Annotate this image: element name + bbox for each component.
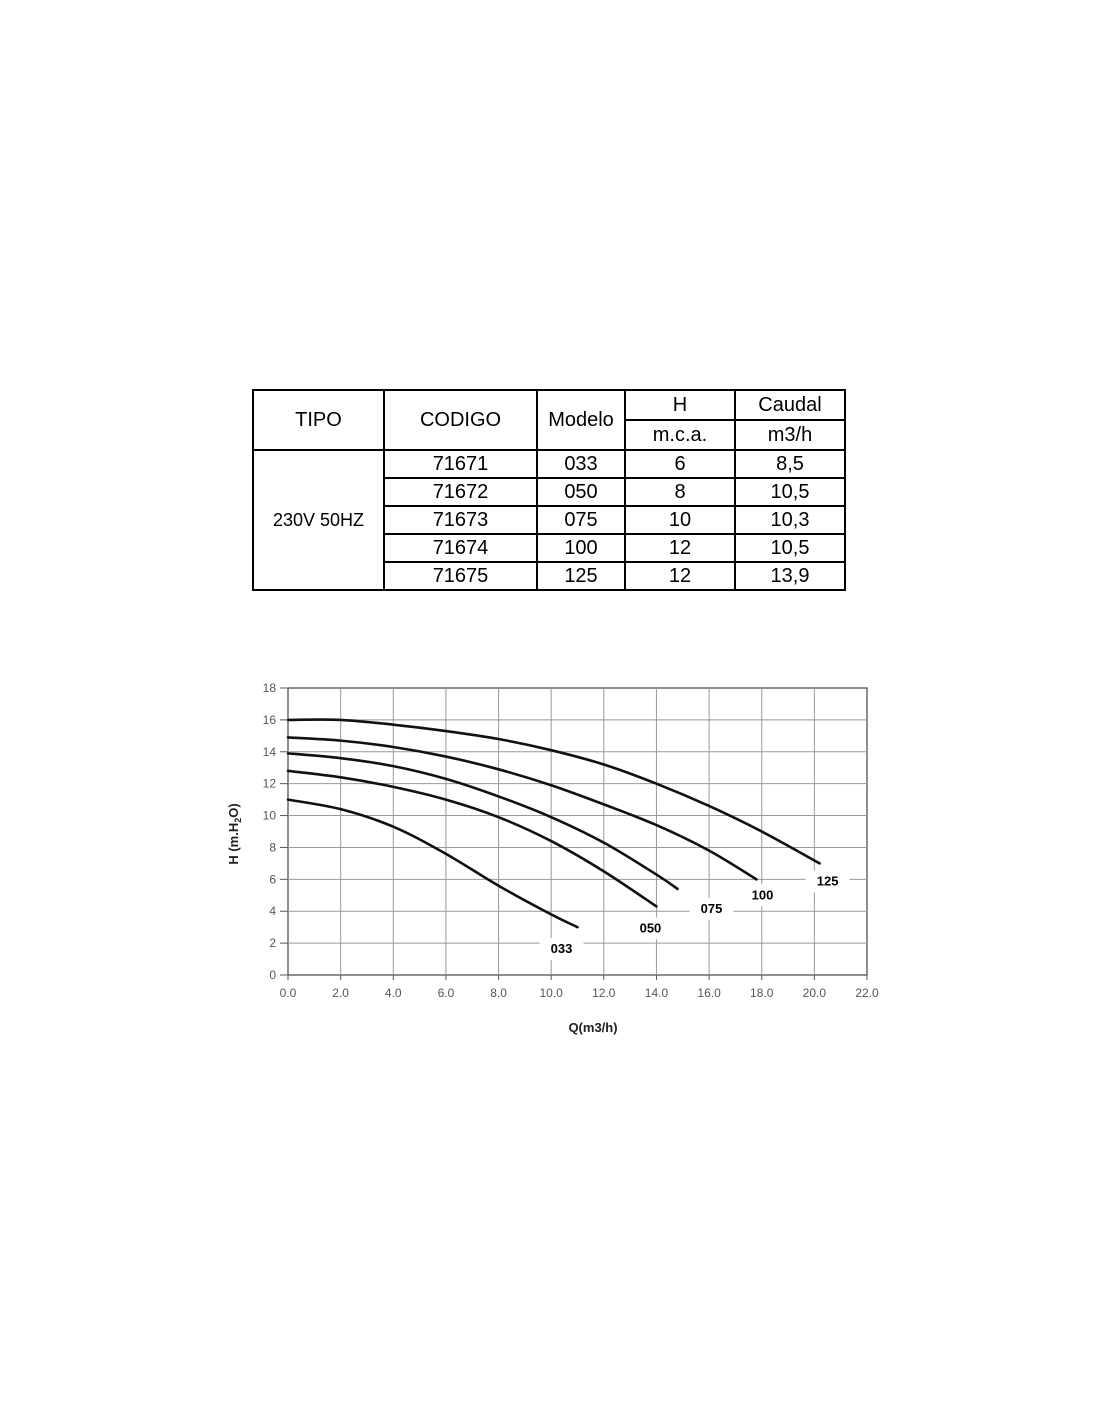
x-tick-label: 4.0 <box>385 986 402 1000</box>
table-row: 71674 100 12 10,5 <box>253 533 846 563</box>
series-curve-100 <box>286 736 758 881</box>
header-caudal-unit: m3/h <box>734 419 846 451</box>
y-tick-label: 16 <box>263 713 277 727</box>
table-row: 71673 075 10 10,3 <box>253 505 846 535</box>
chart-series-labels: 033 050 075 100 125 <box>539 870 850 961</box>
x-axis-title: Q(m3/h) <box>568 1020 617 1035</box>
y-tick-label: 4 <box>269 904 276 918</box>
y-tick-label: 18 <box>263 681 277 695</box>
y-tick-label: 10 <box>263 809 277 823</box>
codigo-cell: 71674 <box>383 533 538 563</box>
header-h: H <box>624 389 736 421</box>
modelo-cell: 033 <box>536 449 626 479</box>
header-caudal: Caudal <box>734 389 846 421</box>
h-cell: 12 <box>624 533 736 563</box>
series-curve-125 <box>286 718 821 865</box>
series-label-bg <box>628 917 673 940</box>
series-label-bg <box>539 938 584 961</box>
series-label-050: 050 <box>640 920 662 935</box>
x-tick-label: 8.0 <box>490 986 507 1000</box>
chart-ticks: 0.0 2.0 4.0 6.0 8.0 10.0 12.0 14.0 16.0 18.0 20.0 2… <box>263 681 879 1000</box>
table-row: 71675 125 12 13,9 <box>253 561 846 591</box>
series-label-075: 075 <box>701 901 723 916</box>
header-modelo: Modelo <box>536 389 626 451</box>
h-cell: 6 <box>624 449 736 479</box>
series-curve-050 <box>286 769 658 908</box>
modelo-cell: 125 <box>536 561 626 591</box>
caudal-cell: 10,5 <box>734 533 846 563</box>
table-row: 230V 50HZ 71671 033 6 8,5 <box>252 449 846 591</box>
header-codigo: CODIGO <box>383 389 538 451</box>
series-label-100: 100 <box>752 887 774 902</box>
y-axis-title: H (m.H2O) <box>226 803 243 864</box>
spec-table: TIPO CODIGO Modelo H Caudal m.c.a. m3/h … <box>252 389 846 591</box>
x-tick-label: 12.0 <box>592 986 616 1000</box>
series-label-033: 033 <box>551 941 573 956</box>
modelo-cell: 075 <box>536 505 626 535</box>
table-row: 71672 050 8 10,5 <box>253 477 846 507</box>
caudal-cell: 13,9 <box>734 561 846 591</box>
series-label-bg <box>740 884 785 907</box>
x-tick-label: 6.0 <box>438 986 455 1000</box>
x-tick-label: 20.0 <box>803 986 827 1000</box>
caudal-cell: 10,5 <box>734 477 846 507</box>
y-tick-label: 8 <box>269 840 276 854</box>
x-tick-label: 18.0 <box>750 986 774 1000</box>
series-curve-075 <box>286 752 679 891</box>
y-tick-label: 2 <box>269 936 276 950</box>
chart-grid <box>287 687 868 976</box>
x-tick-label: 22.0 <box>855 986 879 1000</box>
h-cell: 12 <box>624 561 736 591</box>
y-tick-label: 14 <box>263 745 277 759</box>
header-h-unit: m.c.a. <box>624 419 736 451</box>
codigo-cell: 71673 <box>383 505 538 535</box>
h-cell: 10 <box>624 505 736 535</box>
tipo-cell: 230V 50HZ <box>252 449 385 591</box>
header-tipo: TIPO <box>252 389 385 451</box>
codigo-cell: 71672 <box>383 477 538 507</box>
x-tick-label: 2.0 <box>332 986 349 1000</box>
chart-curves <box>286 718 821 929</box>
codigo-cell: 71671 <box>383 449 538 479</box>
x-tick-label: 0.0 <box>280 986 297 1000</box>
plot-frame <box>287 687 868 976</box>
x-tick-label: 14.0 <box>645 986 669 1000</box>
caudal-cell: 10,3 <box>734 505 846 535</box>
y-tick-label: 0 <box>269 968 276 982</box>
codigo-cell: 71675 <box>383 561 538 591</box>
series-curve-033 <box>286 798 579 929</box>
series-label-bg <box>805 870 850 893</box>
y-tick-label: 6 <box>269 872 276 886</box>
y-tick-label: 12 <box>263 777 277 791</box>
h-cell: 8 <box>624 477 736 507</box>
caudal-cell: 8,5 <box>734 449 846 479</box>
x-tick-label: 16.0 <box>697 986 721 1000</box>
modelo-cell: 100 <box>536 533 626 563</box>
series-label-bg <box>689 897 734 920</box>
pump-curve-chart: 0.0 2.0 4.0 6.0 8.0 10.0 12.0 14.0 16.0 18.0 20.0 2… <box>226 681 879 1035</box>
x-tick-label: 10.0 <box>540 986 564 1000</box>
modelo-cell: 050 <box>536 477 626 507</box>
series-label-125: 125 <box>817 873 839 888</box>
